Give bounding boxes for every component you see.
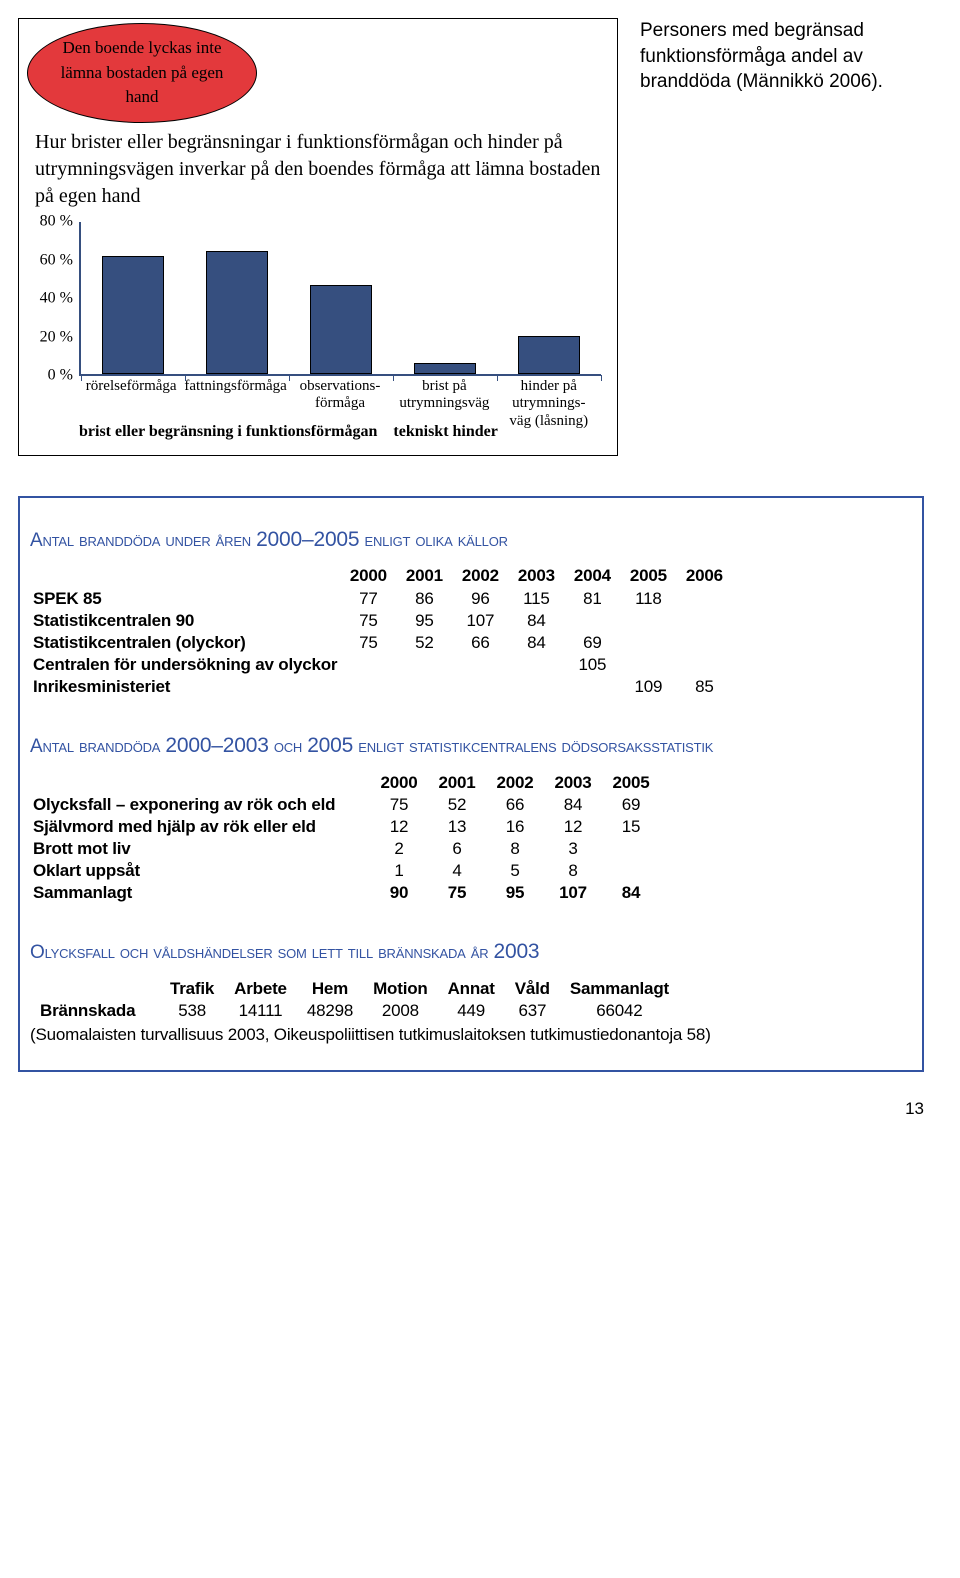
section-title-1: Antal branddöda under åren 2000–2005 enl… — [30, 526, 912, 554]
x-label: rörelseförmåga — [79, 378, 183, 395]
side-caption: Personers med begränsad funktionsförmåga… — [640, 18, 900, 456]
source-note: (Suomalaisten turvallisuus 2003, Oikeusp… — [30, 1024, 912, 1046]
blue-box: Antal branddöda under åren 2000–2005 enl… — [18, 496, 924, 1072]
plot — [79, 222, 601, 376]
ytick-20: 20 % — [40, 327, 73, 348]
ytick-80: 80 % — [40, 212, 73, 233]
group-label-1: brist eller begränsning i funktionsförmå… — [79, 422, 393, 443]
title3-y: 2003 — [493, 940, 539, 963]
x-label: fattningsförmåga — [183, 378, 287, 395]
bar — [206, 251, 268, 375]
title2-a: Antal branddöda — [30, 736, 160, 757]
bar — [414, 363, 476, 374]
bar — [310, 285, 372, 374]
title1-a: Antal branddöda under åren — [30, 530, 251, 551]
section-title-3: Olycksfall och våldshändelser som lett t… — [30, 938, 912, 966]
title3-a: Olycksfall och våldshändelser som lett t… — [30, 942, 488, 963]
chart-heading: Hur brister eller begränsningar i funkti… — [35, 129, 601, 210]
chart-oval: Den boende lyckas inte lämna bostaden på… — [27, 23, 257, 123]
title2-y2: 2005 — [307, 734, 353, 757]
bar — [518, 336, 580, 374]
title2-y1: 2000–2003 — [165, 734, 268, 757]
plot-area: 80 % 60 % 40 % 20 % 0 % rörelseförmågafa… — [33, 222, 603, 422]
title2-c: enligt statistikcentralens dödsorsakssta… — [358, 736, 713, 757]
x-axis-labels: rörelseförmågafattningsförmågaobservatio… — [79, 378, 601, 422]
title2-b: och — [274, 736, 302, 757]
page-number: 13 — [18, 1098, 924, 1120]
top-row: Den boende lyckas inte lämna bostaden på… — [18, 18, 924, 456]
x-label: brist påutrymningsväg — [392, 378, 496, 413]
table-1: 2000200120022003200420052006SPEK 8577869… — [30, 565, 732, 698]
y-axis-labels: 80 % 60 % 40 % 20 % 0 % — [33, 222, 79, 376]
table-2: 20002001200220032005Olycksfall – exponer… — [30, 772, 660, 905]
table-3: TrafikArbeteHemMotionAnnatVåldSammanlagt… — [30, 978, 679, 1022]
section-title-2: Antal branddöda 2000–2003 och 2005 enlig… — [30, 732, 912, 760]
x-label: observations-förmåga — [288, 378, 392, 413]
ytick-60: 60 % — [40, 250, 73, 271]
ytick-0: 0 % — [48, 366, 73, 387]
title1-year: 2000–2005 — [256, 528, 359, 551]
bar — [102, 256, 164, 374]
ytick-40: 40 % — [40, 289, 73, 310]
title1-b: enligt olika källor — [365, 530, 508, 551]
x-label: hinder påutrymnings-väg (låsning) — [497, 378, 601, 430]
chart-card: Den boende lyckas inte lämna bostaden på… — [18, 18, 618, 456]
